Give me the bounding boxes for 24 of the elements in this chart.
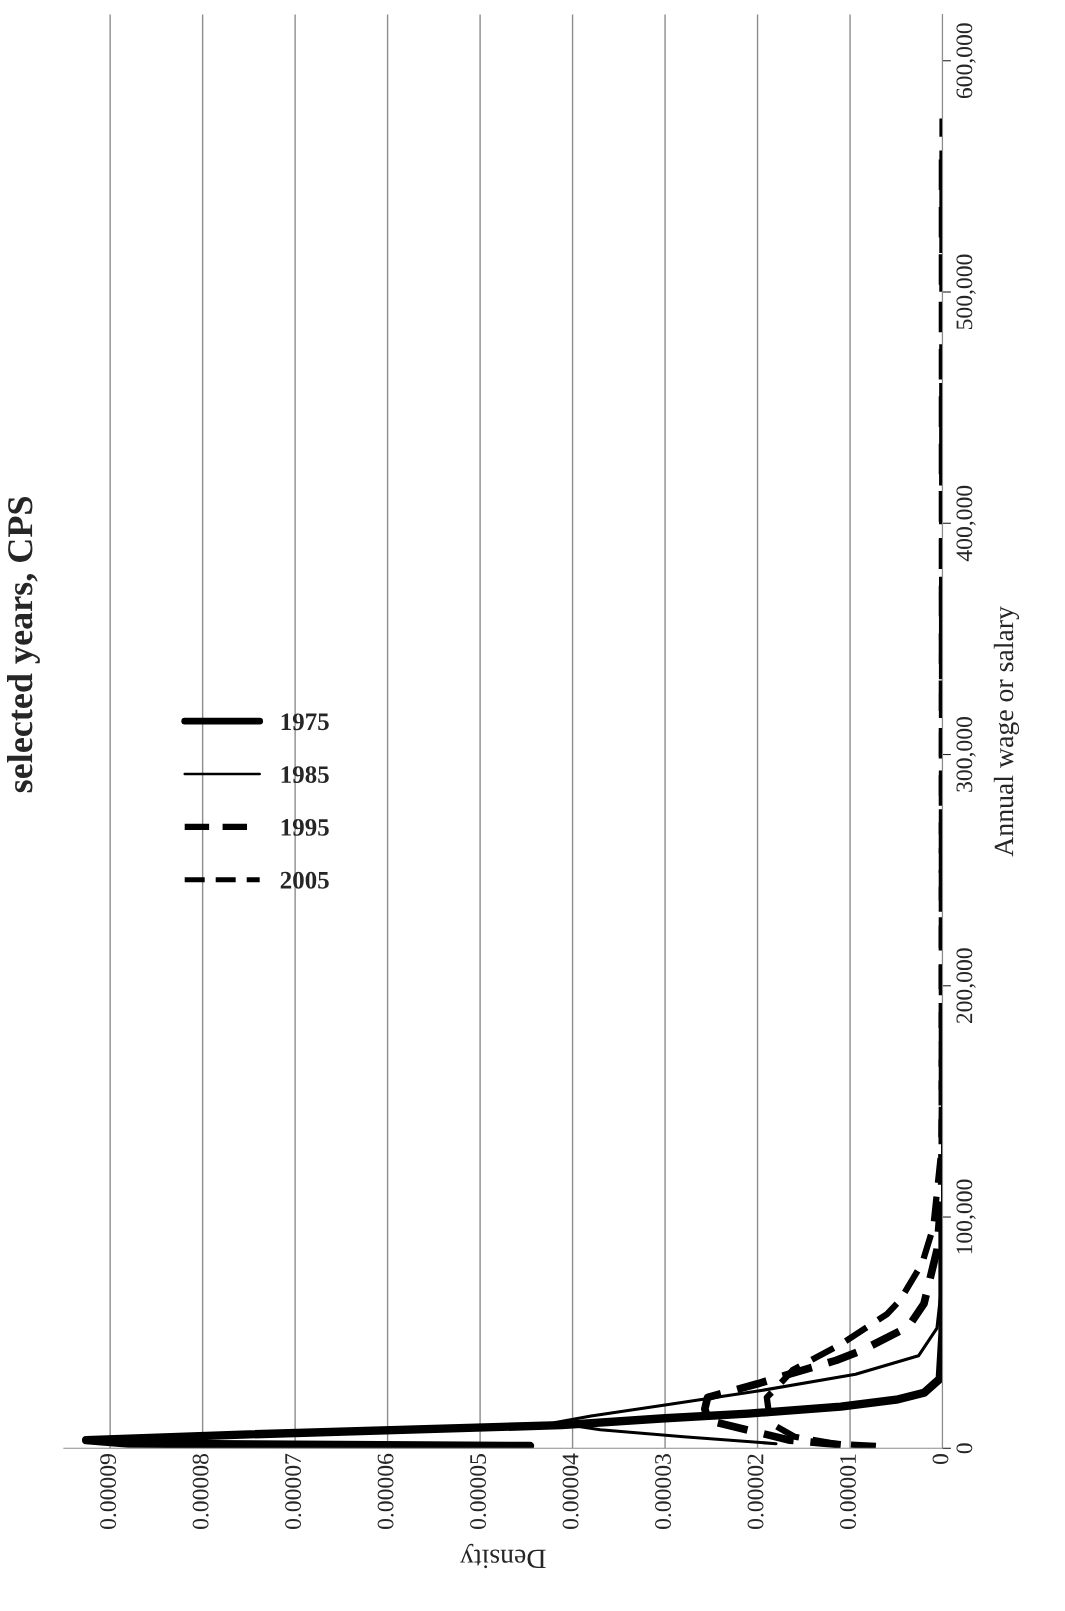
y-tick-label: 600,000: [956, 23, 976, 99]
x-tick-label: 0.00003: [655, 1454, 672, 1529]
y-tick-label: 400,000: [956, 485, 976, 562]
text: selected years, CPS: [7, 497, 40, 793]
x-tick-label: 0.00007: [285, 1453, 302, 1529]
y-tick-label: 300,000: [956, 717, 976, 792]
x-tick-label: 0.00009: [100, 1454, 117, 1529]
y-tick-label: 0: [956, 1443, 973, 1454]
legend-label: 1985: [281, 766, 329, 784]
x-tick-label: 0.00006: [377, 1453, 394, 1529]
y-tick-label: 100,000: [956, 1179, 976, 1254]
x-tick-label: 0.00008: [192, 1454, 209, 1529]
x-tick-label: 0.00001: [840, 1454, 857, 1529]
y-tick-label: 200,000: [956, 948, 976, 1024]
legend-label: 1975: [281, 713, 329, 731]
legend-label: 1995: [281, 819, 329, 836]
y-axis-title: Annual wage or salary: [993, 606, 1020, 857]
x-tick-label: 0.00005: [470, 1454, 487, 1529]
x-axis-title: Density: [460, 1543, 546, 1569]
legend-label: 2005: [280, 871, 329, 889]
x-tick-label: 0.00004: [562, 1453, 579, 1529]
y-tick-label: 500,000: [956, 254, 976, 329]
x-tick-label: 0.00002: [747, 1454, 764, 1529]
x-tick-label: 0: [932, 1454, 949, 1465]
